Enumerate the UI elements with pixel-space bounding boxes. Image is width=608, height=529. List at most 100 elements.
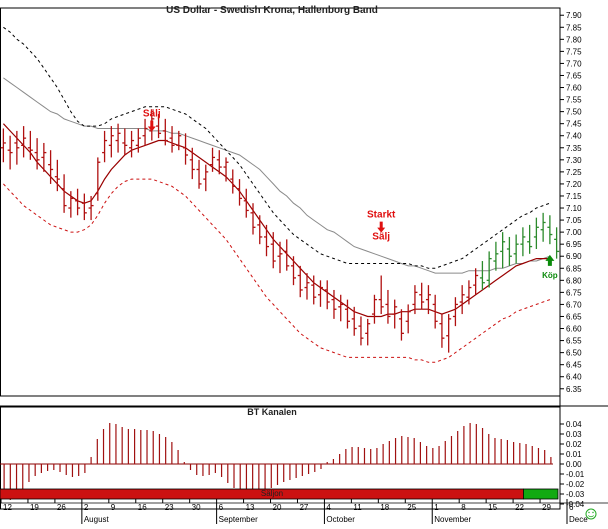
day-tick-label: 2	[84, 503, 89, 512]
osc-tick-label: 0.01	[566, 450, 582, 459]
day-tick-label: 12	[3, 503, 12, 512]
day-tick-label: 18	[380, 503, 389, 512]
day-tick-label: 25	[407, 503, 416, 512]
ohlc-bar	[14, 130, 20, 165]
ohlc-bar	[122, 128, 128, 156]
y-tick-label: 7.40	[566, 132, 582, 141]
day-tick-label: 20	[273, 503, 282, 512]
y-tick-label: 7.15	[566, 192, 582, 201]
y-tick-label: 7.65	[566, 71, 582, 80]
day-tick-label: 15	[488, 503, 497, 512]
osc-tick-label: 0.00	[566, 460, 582, 469]
moving-average-line	[3, 77, 551, 274]
ohlc-bar	[61, 174, 67, 213]
ohlc-bar	[405, 304, 411, 334]
day-tick-label: 11	[353, 503, 362, 512]
ohlc-bar	[304, 273, 310, 300]
y-tick-label: 6.95	[566, 240, 582, 249]
month-label: September	[219, 515, 258, 524]
ohlc-bar	[452, 297, 458, 327]
day-tick-label: 23	[165, 503, 174, 512]
ohlc-bar	[142, 118, 148, 146]
chart-title: US Dollar - Swedish Krona, Hallenborg Ba…	[166, 5, 378, 16]
ohlc-bar	[533, 217, 539, 249]
ohlc-bar	[446, 314, 452, 353]
ohlc-bar	[493, 241, 499, 271]
ohlc-bar	[500, 232, 506, 269]
ohlc-bar	[324, 280, 330, 310]
osc-tick-label: -0.01	[566, 470, 585, 479]
y-tick-label: 7.10	[566, 204, 582, 213]
ohlc-bar	[527, 224, 533, 254]
y-tick-label: 7.80	[566, 35, 582, 44]
y-tick-label: 6.65	[566, 312, 582, 321]
y-tick-label: 7.60	[566, 84, 582, 93]
ohlc-bar	[513, 234, 519, 264]
ohlc-bar	[419, 282, 425, 310]
ohlc-bar	[196, 159, 202, 189]
day-tick-label: 19	[30, 503, 39, 512]
ohlc-bar	[257, 215, 263, 245]
y-tick-label: 6.90	[566, 252, 582, 261]
osc-tick-label: 0.02	[566, 440, 582, 449]
ohlc-bar	[0, 128, 6, 163]
signal-label: Köp	[542, 271, 558, 280]
ohlc-bar	[27, 130, 33, 160]
ohlc-bar	[48, 150, 54, 184]
signal-label: Starkt	[367, 210, 396, 221]
ohlc-bar	[95, 157, 101, 201]
ohlc-bar	[311, 275, 317, 305]
y-tick-label: 7.45	[566, 120, 582, 129]
ohlc-bar	[351, 306, 357, 336]
ohlc-bar	[169, 126, 175, 153]
ohlc-bar	[34, 138, 40, 170]
osc-tick-label: -0.04	[566, 500, 585, 509]
ohlc-bar	[554, 227, 560, 259]
ohlc-bar	[371, 294, 377, 324]
osc-tick-label: -0.03	[566, 490, 585, 499]
day-tick-label: 22	[515, 503, 524, 512]
ohlc-bar	[392, 299, 398, 329]
ohlc-bar	[331, 289, 337, 319]
y-tick-label: 6.35	[566, 385, 582, 394]
ohlc-series	[0, 109, 560, 353]
ohlc-bar	[473, 268, 479, 295]
month-label: Dece	[569, 515, 588, 524]
y-tick-label: 6.50	[566, 349, 582, 358]
signal-label: Sälj	[143, 108, 161, 119]
y-tick-label: 7.55	[566, 96, 582, 105]
day-tick-label: 4	[326, 503, 331, 512]
ohlc-bar	[297, 265, 303, 298]
ohlc-bar	[317, 280, 323, 307]
ohlc-bar	[216, 150, 222, 175]
y-tick-label: 6.80	[566, 276, 582, 285]
y-tick-label: 7.35	[566, 144, 582, 153]
osc-tick-label: -0.02	[566, 480, 585, 489]
ohlc-bar	[385, 289, 391, 324]
ohlc-bar	[365, 318, 371, 346]
ohlc-bar	[547, 215, 553, 245]
ohlc-bar	[135, 128, 141, 153]
osc-tick-label: 0.03	[566, 430, 582, 439]
status-label: Säljon	[261, 489, 283, 498]
y-tick-label: 7.90	[566, 11, 582, 20]
sell-arrow-icon	[377, 221, 386, 233]
ohlc-bar	[88, 195, 94, 221]
y-tick-label: 7.05	[566, 216, 582, 225]
ohlc-bar	[176, 130, 182, 151]
y-tick-label: 6.45	[566, 361, 582, 370]
day-tick-label: 30	[192, 503, 201, 512]
ohlc-bar	[506, 236, 512, 266]
ohlc-bar	[75, 188, 81, 216]
y-tick-label: 6.60	[566, 325, 582, 334]
ohlc-bar	[425, 285, 431, 315]
y-tick-label: 7.70	[566, 59, 582, 68]
y-tick-label: 6.85	[566, 264, 582, 273]
ohlc-bar	[270, 232, 276, 269]
ohlc-bar	[398, 309, 404, 341]
ohlc-bar	[183, 133, 189, 165]
y-tick-label: 7.50	[566, 108, 582, 117]
y-tick-label: 7.75	[566, 47, 582, 56]
buy-period-bar	[523, 488, 559, 500]
